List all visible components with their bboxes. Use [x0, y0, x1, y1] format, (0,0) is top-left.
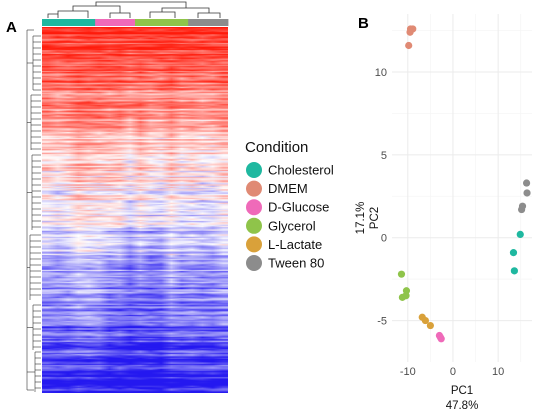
pca-point — [523, 189, 531, 197]
annotation-segment — [161, 19, 176, 26]
annotation-segment — [201, 19, 216, 26]
legend-label: DMEM — [268, 181, 308, 196]
pca-tick-labels: -10 0 10 -5 0 5 10 — [375, 67, 505, 378]
legend-swatch — [246, 236, 262, 253]
pca-scatter-plot: -10 0 10 -5 0 5 10 PC1 47.8% PC2 17.1% — [355, 14, 532, 412]
annotation-segment — [148, 19, 162, 26]
pca-point — [426, 321, 434, 330]
y-axis-percent: 17.1% — [355, 202, 367, 235]
legend-swatch — [246, 255, 262, 271]
dendrogram-branch — [149, 11, 176, 18]
legend-label: Cholesterol — [268, 163, 334, 178]
legend-label: L-Lactate — [268, 237, 322, 252]
legend-swatch — [246, 162, 262, 178]
legend-label: Tween 80 — [268, 256, 324, 271]
x-axis-percent: 47.8% — [446, 400, 479, 412]
annotation-segment — [135, 19, 149, 26]
dendrogram-branch — [109, 12, 131, 18]
pca-point — [406, 28, 414, 36]
legend-title: Condition — [245, 139, 308, 156]
dendrogram-branch — [47, 13, 58, 18]
annotation-segment — [81, 19, 96, 26]
legend-swatch — [246, 217, 262, 234]
dendrogram-branch — [95, 1, 187, 8]
x-tick-label: 0 — [450, 366, 456, 378]
panel-a-label: A — [6, 19, 17, 36]
pca-point — [518, 205, 526, 214]
pca-gridlines — [392, 14, 532, 362]
heatmap-grid — [42, 27, 228, 393]
y-tick-label: 10 — [375, 67, 387, 79]
pca-points — [397, 25, 531, 343]
y-tick-label: 5 — [381, 150, 387, 162]
pca-point — [421, 316, 430, 325]
dendrogram-branch — [72, 5, 121, 13]
panel-b-label: B — [358, 15, 369, 32]
pca-point — [436, 333, 444, 341]
dendrogram-branch — [57, 10, 89, 18]
pca-point — [510, 267, 518, 275]
annotation-segment — [55, 19, 69, 26]
annotation-segment — [174, 19, 189, 26]
legend-label: Glycerol — [268, 218, 316, 233]
annotation-segment — [214, 19, 229, 26]
annotation-segment — [188, 19, 202, 26]
x-tick-label: 10 — [492, 366, 504, 378]
pca-point — [509, 249, 518, 257]
dendrogram-branch — [161, 7, 210, 13]
dendrogram-branch — [197, 12, 221, 18]
y-tick-label: -5 — [377, 316, 387, 328]
annotation-segment — [68, 19, 83, 26]
legend-swatch — [246, 180, 262, 197]
annotation-segment — [42, 19, 56, 26]
legend: Condition Cholesterol DMEM D-Glucose Glycer… — [245, 139, 334, 271]
x-tick-label: -10 — [400, 366, 416, 378]
y-axis-title: PC2 — [369, 207, 381, 229]
pca-point — [405, 41, 413, 50]
annotation-segment — [108, 19, 123, 26]
heatmap-image — [42, 27, 228, 393]
row-dendrogram — [26, 29, 41, 392]
pca-point — [522, 179, 531, 187]
y-tick-label: 0 — [381, 233, 387, 245]
annotation-segment — [95, 19, 109, 26]
legend-swatch — [246, 199, 262, 216]
pca-point — [397, 270, 406, 278]
pca-point — [516, 230, 524, 238]
annotation-segment — [121, 19, 136, 26]
column-dendrogram — [47, 1, 221, 18]
pca-point — [398, 293, 406, 301]
column-annotation-bar — [42, 19, 229, 26]
x-axis-title: PC1 — [451, 385, 473, 397]
legend-label: D-Glucose — [268, 200, 329, 215]
legend-items: Cholesterol DMEM D-Glucose Glycerol L-Lactat… — [246, 162, 334, 271]
